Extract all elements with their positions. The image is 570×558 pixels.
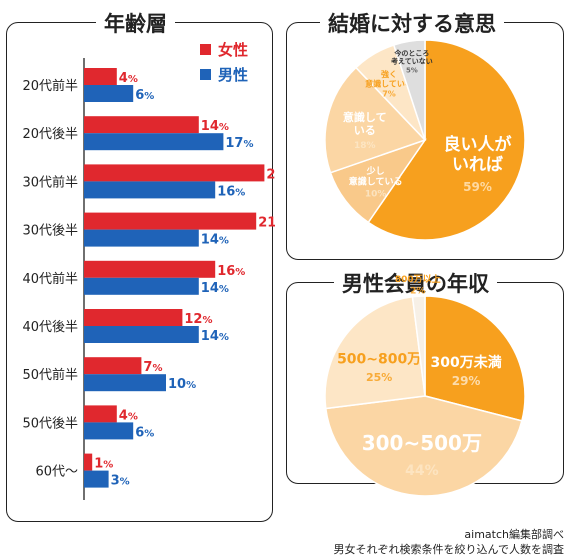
bar-value-label: 16% xyxy=(217,264,245,279)
marriage-intention-title: 結婚に対する意思 xyxy=(320,8,504,38)
bar-value-label: 12% xyxy=(184,312,212,327)
legend-label: 女性 xyxy=(218,41,248,59)
pie-slice-label: 考えていない xyxy=(391,57,433,66)
category-label: 30代後半 xyxy=(22,224,78,239)
pie-slice xyxy=(367,39,526,241)
bar-value-label: 14% xyxy=(201,329,229,344)
bar-male xyxy=(84,470,109,488)
pie-slice xyxy=(424,295,526,422)
pie-slice-value: 5% xyxy=(406,67,418,75)
bar-male xyxy=(84,326,199,343)
pie-slice-value: 7% xyxy=(382,90,396,99)
bar-male xyxy=(84,277,199,295)
bar-value-label: 16% xyxy=(217,184,245,199)
category-label: 60代〜 xyxy=(35,465,78,480)
pie-slice-label: 今のところ xyxy=(393,48,429,57)
pie-slice-label: いる xyxy=(354,124,376,137)
income-title: 男性会員の年収 xyxy=(334,268,497,298)
bar-female xyxy=(84,357,142,375)
category-label: 40代前半 xyxy=(22,271,78,287)
bar-value-label: 14% xyxy=(201,119,229,134)
category-label: 50代後半 xyxy=(22,416,78,431)
bar-value-label: 14% xyxy=(201,233,229,248)
pie-slice xyxy=(411,295,426,397)
pie-slice xyxy=(324,66,427,174)
bar-female xyxy=(84,453,93,471)
bar-value-label: 3% xyxy=(111,474,130,489)
pie-slice-label: 強く xyxy=(381,69,397,79)
pie-slice xyxy=(324,395,523,497)
pie-slice-value: 10% xyxy=(365,189,387,199)
legend-swatch-female xyxy=(200,44,211,55)
bar-value-label: 17% xyxy=(225,136,253,151)
bar-value-label: 4% xyxy=(119,71,138,86)
bar-value-label: 21% xyxy=(258,216,275,231)
pie-slice-label: 800万以上 xyxy=(395,273,441,285)
pie-slice-value: 59% xyxy=(463,180,492,194)
pie-slice-value: 29% xyxy=(452,374,481,388)
pie-slice-value: 2% xyxy=(410,287,425,297)
category-label: 20代後半 xyxy=(22,127,78,142)
bar-value-label: 4% xyxy=(119,408,138,423)
bar-male xyxy=(84,133,224,151)
pie-slice-label: 300万未満 xyxy=(430,354,501,371)
category-label: 30代前半 xyxy=(22,174,78,190)
bar-male xyxy=(84,85,134,102)
pie-slice xyxy=(324,295,426,410)
credit-line-2: 男女それぞれ検索条件を絞り込んで人数を調査 xyxy=(333,543,564,556)
bar-value-label: 6% xyxy=(135,425,154,440)
pie-slice-value: 25% xyxy=(366,371,392,384)
pie-slice-label: 意識して xyxy=(343,110,387,124)
pie-slice-label: いれば xyxy=(452,155,503,175)
legend-label: 男性 xyxy=(218,66,248,84)
bar-value-label: 10% xyxy=(168,377,196,392)
bar-female xyxy=(84,309,183,326)
bar-female xyxy=(84,68,117,85)
pie-slice xyxy=(392,39,426,141)
bar-value-label: 6% xyxy=(135,88,154,103)
legend-swatch-male xyxy=(200,69,211,80)
pie-slice-label: 良い人が xyxy=(444,134,512,155)
pie-slice-label: 少し xyxy=(366,165,385,177)
bar-female xyxy=(84,405,117,423)
bar-female xyxy=(84,260,216,278)
pie-slice-value: 18% xyxy=(354,141,376,151)
bar-value-label: 7% xyxy=(143,360,162,375)
bar-male xyxy=(84,374,166,392)
pie-slice-label: 意識している xyxy=(365,78,413,88)
pie-slice-label: 500~800万 xyxy=(337,351,421,367)
bar-female xyxy=(84,212,257,230)
pie-slice-value: 44% xyxy=(405,463,439,479)
bar-value-label: 14% xyxy=(201,281,229,296)
bar-value-label: 22% xyxy=(266,167,275,182)
bar-male xyxy=(84,181,216,199)
category-label: 50代前半 xyxy=(22,367,78,383)
category-label: 20代前半 xyxy=(22,78,78,94)
pie-slice-label: 300~500万 xyxy=(362,431,482,455)
credit-line-1: aimatch編集部調べ xyxy=(464,528,564,541)
bar-female xyxy=(84,164,265,182)
pie-slice-label: 意識している xyxy=(349,176,403,188)
bar-female xyxy=(84,116,199,134)
bar-value-label: 1% xyxy=(94,457,113,472)
bar-male xyxy=(84,229,199,247)
bar-male xyxy=(84,422,134,440)
category-label: 40代後半 xyxy=(22,320,78,335)
age-chart-title: 年齢層 xyxy=(96,8,175,38)
